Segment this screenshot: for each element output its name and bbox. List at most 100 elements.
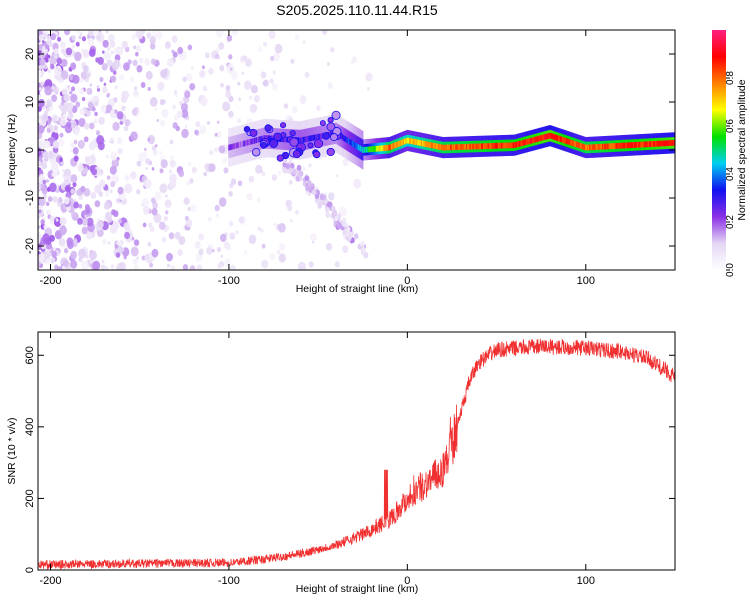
noise-blob bbox=[208, 67, 214, 75]
noise-blob bbox=[94, 101, 99, 107]
noise-blob bbox=[260, 71, 267, 79]
noise-blob bbox=[288, 179, 293, 185]
noise-blob bbox=[78, 203, 83, 209]
noise-blob bbox=[168, 232, 175, 240]
colorbar: 0.0 0.2 0.4 0.6 0.8 Normalized spectral ampl… bbox=[712, 30, 748, 277]
noise-blob bbox=[145, 166, 148, 171]
noise-blob bbox=[38, 232, 42, 239]
noise-blob bbox=[249, 103, 258, 113]
noise-blob bbox=[38, 105, 42, 112]
noise-blob bbox=[45, 58, 49, 63]
noise-blob bbox=[166, 252, 173, 262]
noise-blob bbox=[311, 189, 317, 196]
noise-blob bbox=[277, 170, 282, 176]
noise-blob bbox=[70, 259, 78, 269]
noise-blob bbox=[151, 207, 158, 216]
noise-blob bbox=[185, 73, 193, 82]
noise-blob bbox=[311, 240, 315, 244]
x-tick-label: 100 bbox=[577, 275, 595, 287]
noise-blob bbox=[106, 175, 111, 180]
noise-blob bbox=[89, 250, 97, 261]
noise-blob bbox=[44, 85, 53, 96]
noise-blob bbox=[149, 226, 155, 233]
noise-blob bbox=[53, 48, 59, 55]
noise-blob bbox=[278, 253, 286, 263]
noise-blob bbox=[145, 70, 153, 80]
noise-blob bbox=[165, 194, 168, 198]
noise-blob bbox=[130, 246, 139, 257]
noise-blob bbox=[174, 231, 181, 240]
noise-blob bbox=[324, 206, 330, 213]
snr-marks bbox=[38, 338, 675, 570]
noise-blob bbox=[140, 82, 146, 89]
noise-blob bbox=[161, 236, 167, 243]
noise-blob bbox=[229, 221, 234, 227]
noise-blob bbox=[153, 213, 162, 224]
noise-blob bbox=[305, 185, 310, 192]
ridge-spot bbox=[292, 149, 301, 159]
noise-blob bbox=[245, 58, 252, 67]
noise-blob bbox=[164, 41, 171, 49]
noise-blob bbox=[113, 59, 121, 69]
noise-blob bbox=[165, 210, 169, 215]
noise-blob bbox=[109, 165, 117, 175]
noise-blob bbox=[96, 135, 105, 145]
noise-blob bbox=[94, 184, 102, 194]
ridge-spot bbox=[312, 150, 321, 159]
noise-blob bbox=[151, 145, 156, 151]
noise-blob bbox=[105, 30, 109, 34]
noise-blob bbox=[223, 167, 229, 174]
x-tick-label: 0 bbox=[404, 575, 410, 587]
noise-blob bbox=[38, 34, 45, 42]
noise-blob bbox=[70, 93, 78, 103]
noise-blob bbox=[150, 42, 156, 50]
noise-blob bbox=[110, 264, 115, 269]
noise-blob bbox=[253, 94, 260, 103]
noise-blob bbox=[316, 105, 321, 111]
noise-blob bbox=[49, 215, 55, 222]
noise-blob bbox=[220, 233, 227, 242]
noise-blob bbox=[294, 34, 300, 41]
noise-blob bbox=[38, 209, 42, 214]
noise-blob bbox=[297, 261, 306, 270]
noise-blob bbox=[123, 62, 130, 71]
noise-blob bbox=[274, 43, 283, 54]
noise-blob bbox=[47, 150, 55, 160]
noise-blob bbox=[119, 74, 125, 81]
noise-blob bbox=[237, 81, 241, 86]
noise-blob bbox=[71, 34, 76, 41]
noise-blob bbox=[86, 87, 93, 96]
noise-blob bbox=[155, 30, 163, 40]
noise-blob bbox=[63, 168, 72, 178]
noise-blob bbox=[103, 82, 107, 86]
noise-blob bbox=[172, 51, 178, 58]
noise-blob bbox=[220, 82, 224, 88]
noise-blob bbox=[342, 158, 349, 167]
noise-blob bbox=[177, 46, 184, 55]
noise-blob bbox=[332, 209, 338, 216]
noise-blob bbox=[302, 40, 306, 45]
noise-blob bbox=[161, 108, 169, 118]
ridge-spot bbox=[249, 128, 258, 137]
noise-blob bbox=[174, 92, 178, 97]
noise-blob bbox=[214, 132, 218, 137]
noise-blob bbox=[222, 101, 231, 112]
noise-blob bbox=[242, 55, 248, 62]
noise-blob bbox=[58, 104, 63, 109]
noise-blob bbox=[248, 175, 255, 183]
noise-blob bbox=[64, 30, 70, 36]
noise-blob bbox=[202, 85, 208, 92]
noise-blob bbox=[241, 71, 244, 75]
noise-blob bbox=[319, 194, 325, 201]
snr-frame bbox=[37, 331, 676, 571]
noise-blob bbox=[45, 99, 53, 108]
noise-blob bbox=[84, 204, 91, 211]
noise-blob bbox=[237, 118, 241, 123]
noise-blob bbox=[64, 102, 69, 108]
noise-blob bbox=[183, 197, 190, 205]
noise-blob bbox=[95, 130, 101, 136]
noise-blob bbox=[142, 206, 150, 215]
noise-blob bbox=[117, 147, 123, 155]
noise-blob bbox=[321, 30, 328, 35]
